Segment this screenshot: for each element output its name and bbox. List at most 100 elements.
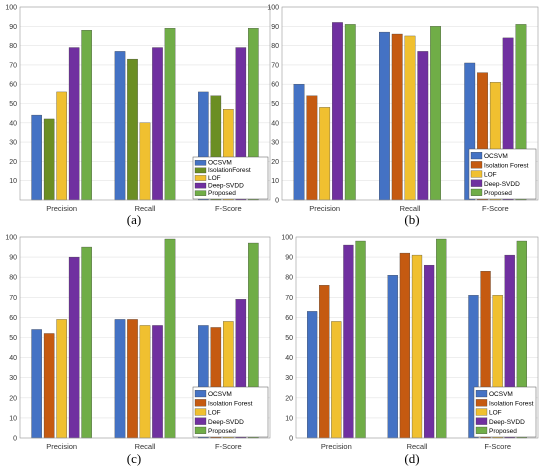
- x-tick-label: F-Score: [484, 442, 511, 451]
- y-tick-label: 100: [5, 235, 17, 242]
- y-tick-label: 70: [271, 62, 279, 69]
- x-tick-label: Precision: [309, 204, 340, 213]
- legend-label: OCSVM: [489, 391, 513, 398]
- legend-swatch: [475, 399, 488, 407]
- y-tick-label: 50: [271, 101, 279, 108]
- legend-swatch: [194, 426, 207, 434]
- legend-label: Deep-SVDD: [208, 419, 244, 426]
- y-tick-label: 20: [9, 395, 17, 402]
- legend-swatch: [194, 190, 207, 196]
- legend-label: LOF: [489, 410, 502, 417]
- y-tick-label: 70: [9, 295, 17, 302]
- y-tick-label: 30: [271, 140, 279, 147]
- bar: [319, 107, 331, 201]
- legend-swatch: [194, 417, 207, 425]
- legend-label: OCSVM: [208, 391, 232, 398]
- bar: [423, 264, 435, 439]
- legend-label: Isolation Forest: [489, 400, 534, 407]
- bar: [164, 238, 176, 439]
- legend: OCSVM Isolation Forest LOF Deep-SVDD Propose…: [473, 386, 537, 438]
- bar: [343, 244, 354, 439]
- y-tick-label: 10: [9, 178, 17, 185]
- bar: [344, 24, 356, 201]
- bar: [355, 240, 366, 439]
- legend-label: Proposed: [489, 428, 517, 435]
- bar: [404, 35, 416, 201]
- bar: [31, 329, 42, 439]
- y-tick-label: 80: [9, 43, 17, 50]
- bar: [114, 51, 126, 201]
- y-tick-label: 40: [285, 355, 293, 362]
- y-tick-label: 60: [9, 82, 17, 89]
- legend-label: OCSVM: [208, 160, 232, 167]
- axes-frame: [295, 236, 539, 439]
- bar: [139, 325, 151, 439]
- bar: [43, 118, 55, 201]
- bar: [56, 91, 67, 201]
- panel-label: (a): [127, 212, 141, 227]
- legend-label: Proposed: [208, 190, 236, 197]
- bar: [81, 30, 92, 201]
- x-tick-label: Precision: [46, 442, 77, 451]
- bar: [411, 254, 423, 439]
- panel-label: (b): [404, 212, 419, 227]
- y-tick-label: 40: [9, 120, 17, 127]
- legend-swatch: [470, 152, 483, 160]
- x-tick-label: Precision: [46, 204, 77, 213]
- legend-swatch: [194, 175, 207, 181]
- legend-label: LOF: [208, 410, 221, 417]
- y-tick-label: 10: [271, 178, 279, 185]
- bar: [152, 47, 163, 201]
- bar: [68, 47, 80, 201]
- bar: [306, 95, 318, 201]
- y-tick-label: 90: [271, 24, 279, 31]
- axes-frame: [281, 6, 539, 201]
- axes-frame: [19, 6, 271, 201]
- legend-swatch: [470, 188, 483, 196]
- x-tick-label: Precision: [321, 442, 352, 451]
- legend: OCSVM Isolation Forest LOF Deep-SVDD Propose…: [468, 148, 537, 200]
- chart-panel-b: 0 10 20 30 40 50 60 70 80 90 100 Precision Recall F-S…: [267, 5, 539, 227]
- bar: [430, 26, 441, 201]
- bar: [387, 275, 398, 439]
- y-tick-label: 80: [285, 275, 293, 282]
- legend-label: Deep-SVDD: [489, 419, 525, 426]
- legend-label: Proposed: [484, 190, 512, 197]
- bar: [391, 33, 403, 201]
- panel-label: (c): [127, 451, 141, 466]
- bar: [152, 325, 163, 439]
- x-tick-label: F-Score: [215, 442, 242, 451]
- bar: [399, 252, 411, 439]
- legend-swatch: [194, 167, 207, 174]
- legend-swatch: [470, 170, 483, 178]
- legend-label: LOF: [484, 172, 497, 179]
- bar: [417, 51, 429, 201]
- x-tick-label: Recall: [407, 442, 428, 451]
- bar: [127, 319, 138, 439]
- legend-label: Isolation Forest: [208, 400, 253, 407]
- legend-label: Deep-SVDD: [208, 182, 244, 189]
- panel-label: (d): [404, 451, 419, 466]
- y-tick-label: 70: [9, 62, 17, 69]
- y-tick-label: 50: [285, 335, 293, 342]
- legend-label: IsolationForest: [208, 167, 251, 174]
- y-tick-label: 100: [267, 5, 279, 12]
- chart-panel-d: 0 10 20 30 40 50 60 70 80 90 100 Precision Recall F-S…: [281, 235, 539, 466]
- axes-frame: [19, 236, 271, 439]
- bar: [127, 58, 138, 201]
- y-tick-label: 10: [9, 415, 17, 422]
- x-tick-label: Recall: [135, 442, 156, 451]
- y-tick-label: 40: [9, 355, 17, 362]
- x-tick-label: F-Score: [482, 204, 509, 213]
- legend-swatch: [475, 408, 488, 416]
- legend-swatch: [194, 399, 207, 407]
- y-tick-label: 30: [9, 140, 17, 147]
- y-tick-label: 0: [13, 436, 17, 443]
- bar: [31, 114, 42, 201]
- bar: [293, 84, 305, 201]
- y-tick-label: 20: [271, 159, 279, 166]
- bar: [332, 22, 343, 201]
- x-tick-label: F-Score: [215, 204, 242, 213]
